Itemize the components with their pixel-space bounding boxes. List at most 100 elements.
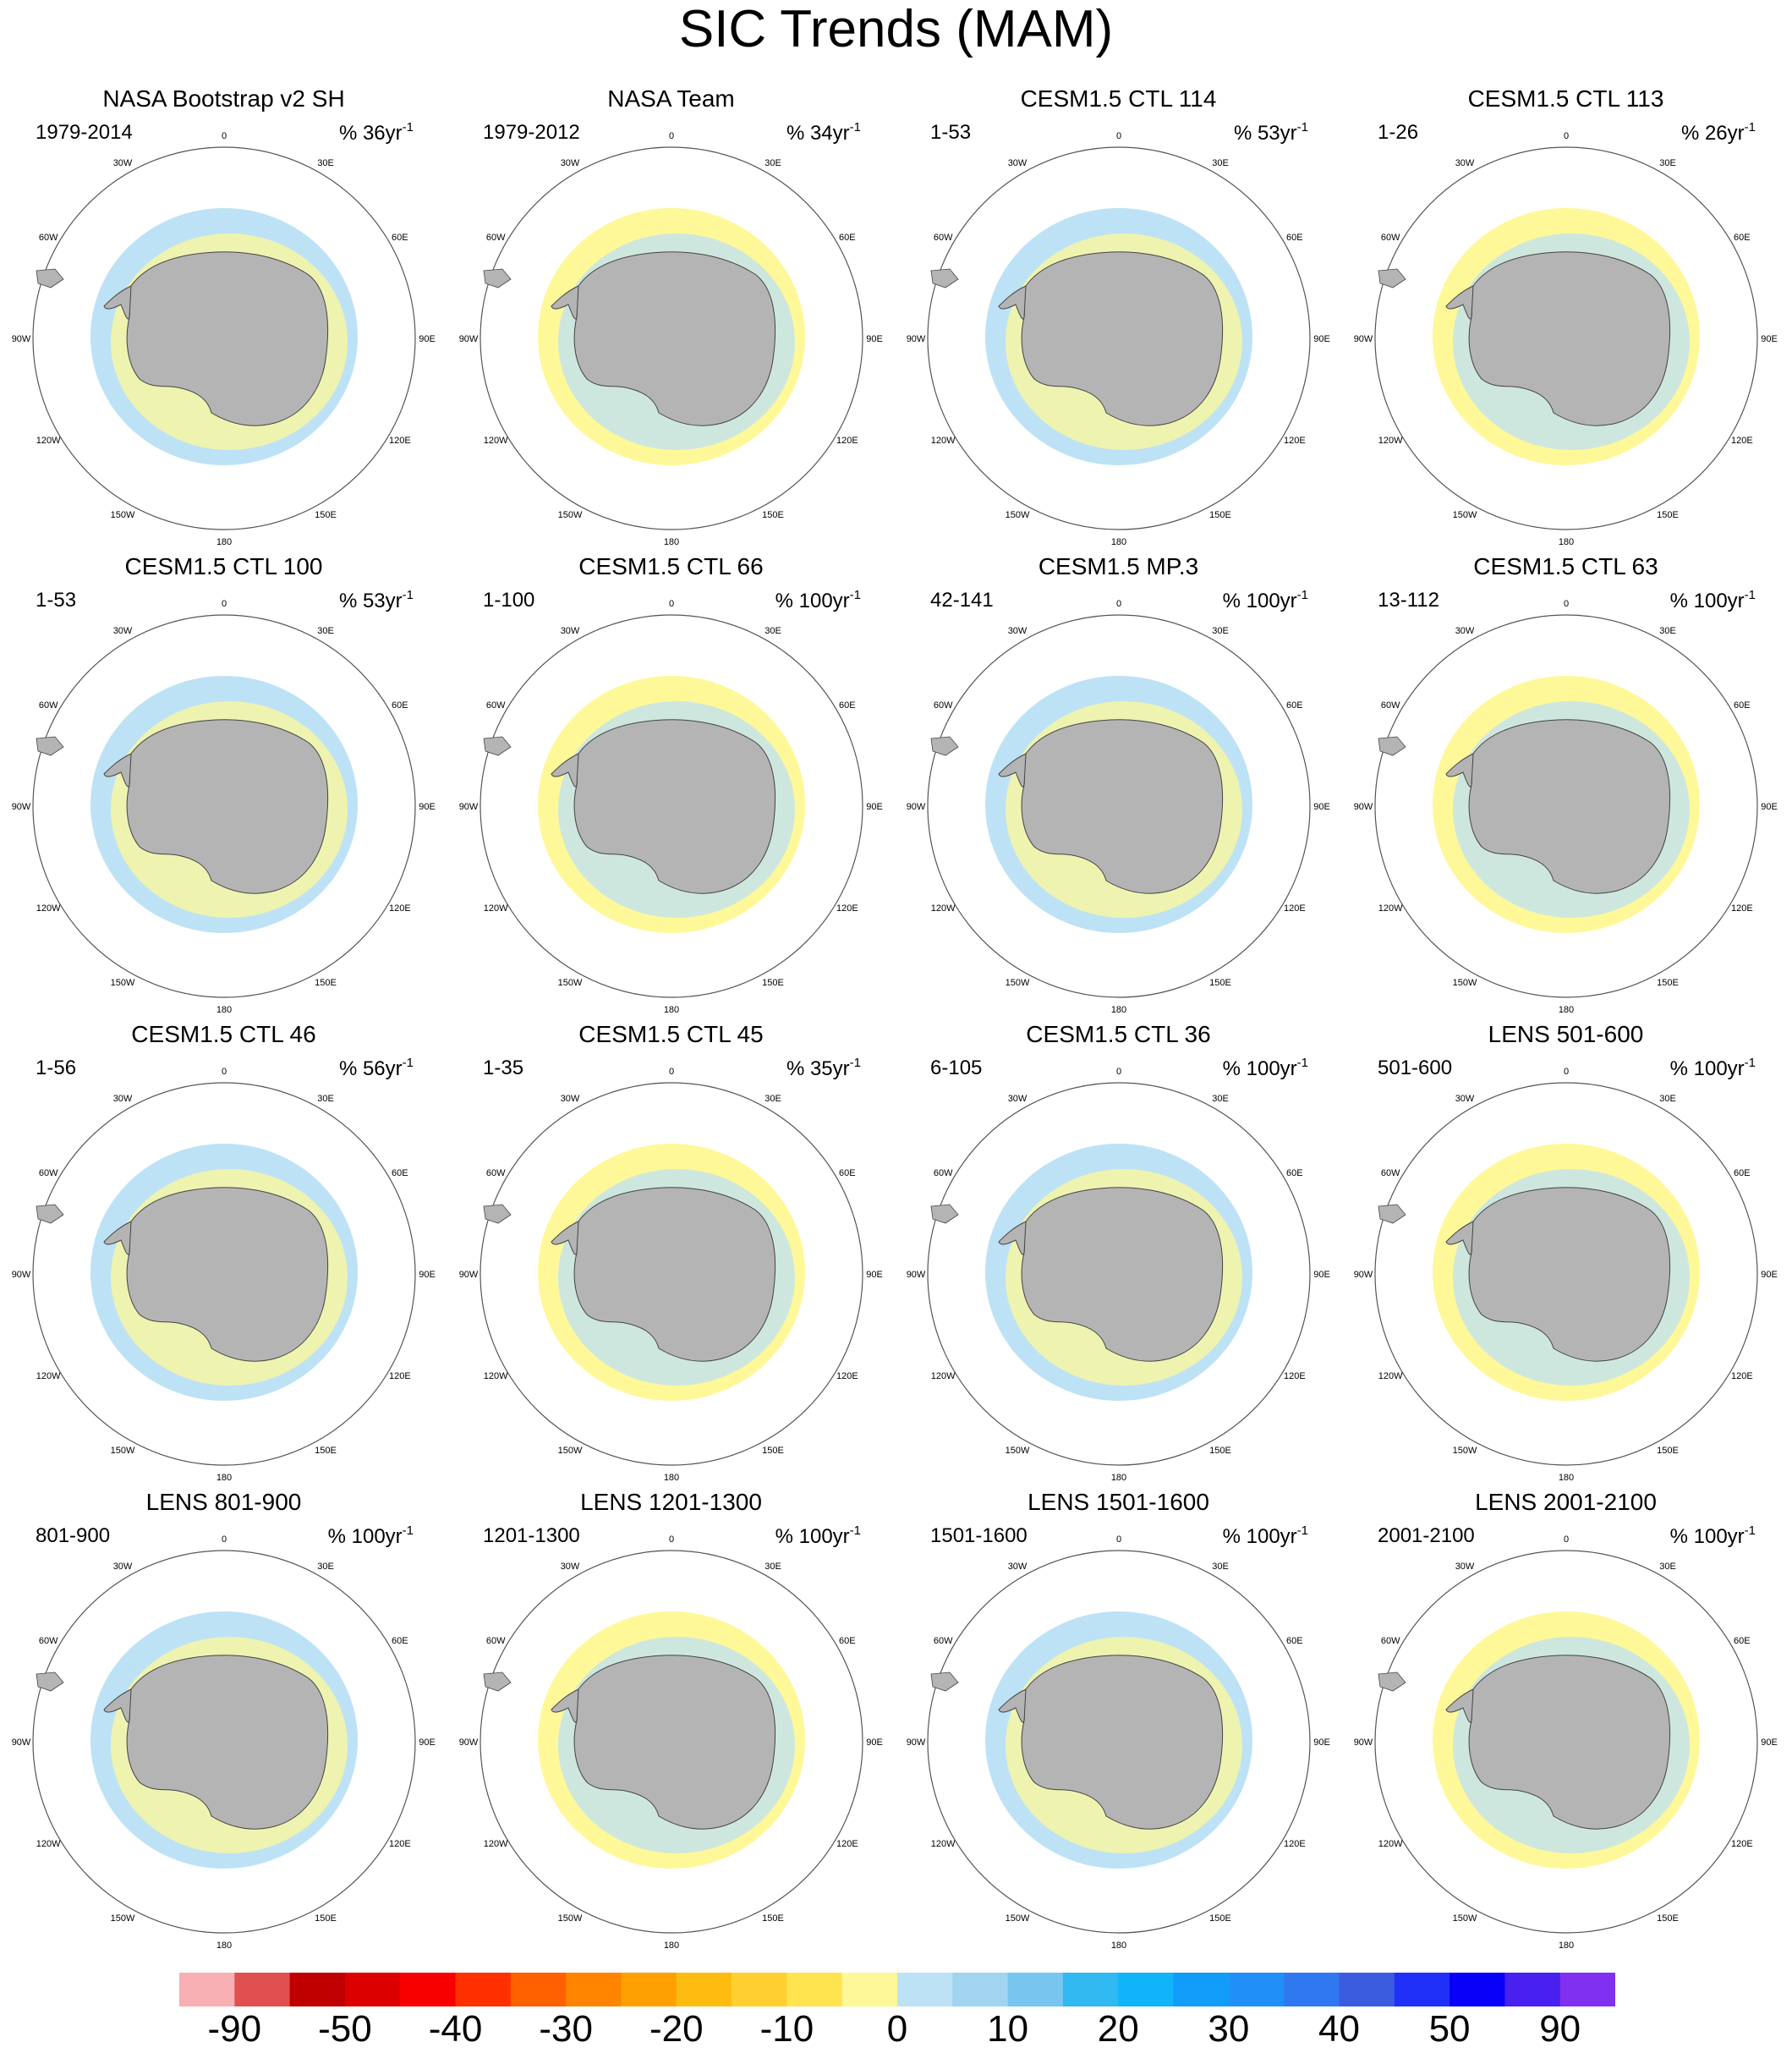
longitude-label: 90W <box>12 1737 31 1748</box>
longitude-label: 30E <box>1659 626 1676 636</box>
south-america-tip <box>930 736 959 756</box>
longitude-label: 90E <box>1761 1270 1778 1280</box>
longitude-label: 120W <box>1378 903 1403 914</box>
figure-title: SIC Trends (MAM) <box>678 0 1114 58</box>
antarctica-landmass <box>1468 1187 1671 1362</box>
polar-map: 0 30E 60E 90E 120E 150E 180 150W 120W 90W 60W 30W <box>1354 599 1778 1015</box>
longitude-label: 0 <box>222 131 227 141</box>
longitude-label: 30W <box>1008 1094 1028 1104</box>
longitude-label: 150E <box>315 510 337 520</box>
antarctica-landmass <box>1021 1187 1224 1362</box>
map-panel: 0 30E 60E 90E 120E 150E 180 150W 120W 90W 60W 30W LE… <box>1342 1488 1789 1955</box>
polar-map: 0 30E 60E 90E 120E 150E 180 150W 120W 90W 60W 30W <box>907 131 1330 547</box>
longitude-label: 30W <box>1455 158 1475 168</box>
longitude-label: 30W <box>113 1094 133 1104</box>
longitude-label: 150E <box>315 978 337 988</box>
colorbar-tick-label: 20 <box>1097 2008 1139 2050</box>
longitude-label: 90W <box>459 802 479 812</box>
longitude-label: 0 <box>1116 1534 1121 1545</box>
longitude-label: 60E <box>1734 1636 1751 1646</box>
antarctic-peninsula <box>998 1688 1027 1723</box>
colorbar-tick-label: -30 <box>539 2008 593 2050</box>
panel-title: NASA Team <box>607 85 735 112</box>
longitude-label: 150E <box>315 1446 337 1456</box>
panel-units: % 53yr-1 <box>1233 120 1308 145</box>
longitude-label: 30E <box>317 1562 334 1572</box>
longitude-label: 150E <box>1657 510 1679 520</box>
longitude-label: 120W <box>931 903 956 914</box>
longitude-label: 60E <box>839 1168 856 1178</box>
map-panel: 0 30E 60E 90E 120E 150E 180 150W 120W 90W 60W 30W CE… <box>895 85 1342 552</box>
longitude-label: 90W <box>1354 1270 1373 1280</box>
antarctica-landmass <box>573 719 776 894</box>
panel-period: 801-900 <box>36 1524 111 1547</box>
longitude-label: 30E <box>1659 158 1676 168</box>
colorbar-tick-label: -40 <box>428 2008 483 2050</box>
longitude-label: 90E <box>419 1737 436 1748</box>
panel-units: % 100yr-1 <box>1222 1523 1308 1548</box>
south-america-tip <box>36 1671 64 1692</box>
longitude-label: 90E <box>866 334 883 344</box>
colorbar-box <box>179 1973 235 2006</box>
map-panel: 0 30E 60E 90E 120E 150E 180 150W 120W 90W 60W 30W CE… <box>447 1020 895 1487</box>
south-america-tip <box>483 736 512 756</box>
longitude-label: 60W <box>934 233 953 243</box>
south-america-tip <box>36 1204 64 1224</box>
longitude-label: 30E <box>1212 158 1229 168</box>
longitude-label: 90E <box>1313 802 1330 812</box>
longitude-label: 60W <box>1381 233 1400 243</box>
antarctica-landmass <box>1468 251 1671 426</box>
polar-map: 0 30E 60E 90E 120E 150E 180 150W 120W 90W 60W 30W <box>12 1534 436 1951</box>
longitude-label: 180 <box>1111 1940 1126 1951</box>
longitude-label: 30E <box>764 1094 781 1104</box>
panel-title: CESM1.5 MP.3 <box>1038 553 1199 579</box>
colorbar-tick-label: 50 <box>1428 2008 1471 2050</box>
antarctic-peninsula <box>103 753 132 788</box>
longitude-label: 90W <box>459 1737 479 1748</box>
longitude-label: 150E <box>762 1446 784 1456</box>
panel-title: CESM1.5 CTL 63 <box>1473 553 1658 579</box>
longitude-label: 120E <box>1731 1371 1753 1381</box>
longitude-label: 120E <box>389 1371 411 1381</box>
longitude-label: 120W <box>1378 436 1403 446</box>
map-panel: 0 30E 60E 90E 120E 150E 180 150W 120W 90W 60W 30W LE… <box>447 1488 895 1955</box>
polar-map: 0 30E 60E 90E 120E 150E 180 150W 120W 90W 60W 30W <box>1354 1534 1778 1951</box>
map-panel: 0 30E 60E 90E 120E 150E 180 150W 120W 90W 60W 30W NA… <box>447 85 895 552</box>
polar-map: 0 30E 60E 90E 120E 150E 180 150W 120W 90W 60W 30W <box>907 1067 1330 1483</box>
longitude-label: 120W <box>484 903 508 914</box>
south-america-tip <box>483 268 512 288</box>
longitude-label: 120E <box>836 903 858 914</box>
longitude-label: 90E <box>419 802 436 812</box>
longitude-label: 150W <box>111 1913 135 1924</box>
longitude-label: 120W <box>931 436 956 446</box>
longitude-label: 150E <box>1209 1446 1231 1456</box>
antarctic-peninsula <box>551 1221 579 1255</box>
longitude-label: 90W <box>12 334 31 344</box>
longitude-label: 60W <box>39 1636 58 1646</box>
antarctic-peninsula <box>551 1688 579 1723</box>
panel-units: % 26yr-1 <box>1680 120 1756 145</box>
longitude-label: 150W <box>1453 510 1477 520</box>
panel-units: % 56yr-1 <box>338 1056 414 1080</box>
colorbar <box>179 1973 1615 2006</box>
colorbar-box <box>897 1973 953 2006</box>
colorbar-box <box>1284 1973 1340 2006</box>
antarctica-landmass <box>126 1655 329 1830</box>
longitude-label: 120E <box>1284 1371 1306 1381</box>
panel-units: % 100yr-1 <box>1669 588 1756 612</box>
longitude-label: 0 <box>1564 131 1569 141</box>
antarctic-peninsula <box>998 753 1027 788</box>
longitude-label: 150W <box>1453 978 1477 988</box>
map-panel: 0 30E 60E 90E 120E 150E 180 150W 120W 90W 60W 30W CE… <box>0 552 447 1019</box>
panel-period: 501-600 <box>1378 1057 1453 1079</box>
longitude-label: 30W <box>561 158 580 168</box>
longitude-label: 60E <box>392 700 408 711</box>
longitude-label: 90E <box>866 802 883 812</box>
polar-map: 0 30E 60E 90E 120E 150E 180 150W 120W 90W 60W 30W <box>1354 131 1778 547</box>
longitude-label: 60W <box>934 700 953 711</box>
longitude-label: 90E <box>1761 1737 1778 1748</box>
longitude-label: 30W <box>1008 1562 1028 1572</box>
map-panel: 0 30E 60E 90E 120E 150E 180 150W 120W 90W 60W 30W CE… <box>895 552 1342 1019</box>
longitude-label: 60E <box>1286 1636 1303 1646</box>
panel-units: % 34yr-1 <box>786 120 861 145</box>
